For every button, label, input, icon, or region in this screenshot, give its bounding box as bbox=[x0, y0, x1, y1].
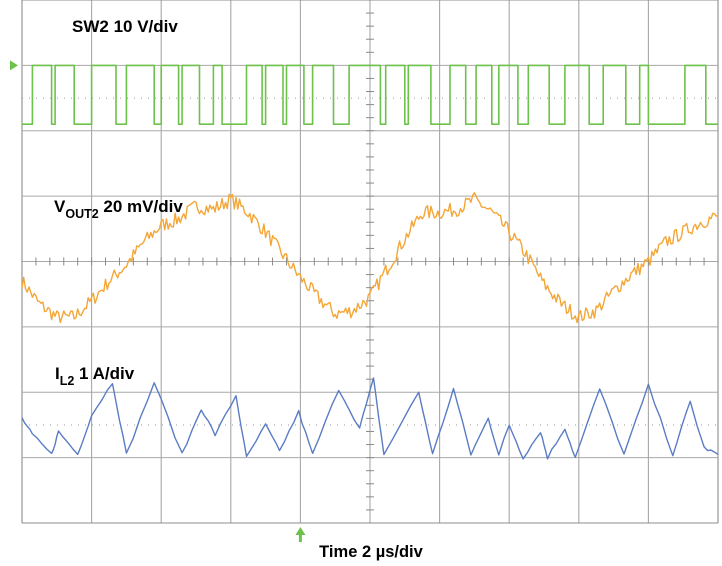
sw-label-main: SW2 bbox=[72, 17, 109, 36]
vout-label-sub: OUT2 bbox=[65, 207, 98, 221]
sw-label-rest: 10 V/div bbox=[109, 17, 179, 36]
trigger-arrow-stem bbox=[298, 535, 302, 542]
vout-label: VOUT2 20 mV/div bbox=[54, 197, 183, 221]
x-axis-label: Time 2 µs/div bbox=[319, 543, 423, 561]
sw2-trace bbox=[22, 64, 718, 125]
vout-label-main: V bbox=[54, 197, 66, 216]
trigger-arrow-icon bbox=[295, 527, 306, 535]
channel-marker-icon bbox=[10, 60, 18, 71]
il-label-main: I bbox=[55, 364, 60, 383]
marker-layer bbox=[10, 60, 306, 542]
vout-label-rest: 20 mV/div bbox=[99, 197, 184, 216]
il-label-rest: 1 A/div bbox=[74, 364, 134, 383]
il-label-sub: L2 bbox=[60, 374, 75, 388]
trace-layer bbox=[21, 64, 719, 460]
vout2-trace bbox=[21, 192, 719, 324]
il2-trace bbox=[21, 377, 719, 460]
sw-label: SW2 10 V/div bbox=[72, 17, 178, 36]
il-label: IL2 1 A/div bbox=[55, 364, 135, 388]
